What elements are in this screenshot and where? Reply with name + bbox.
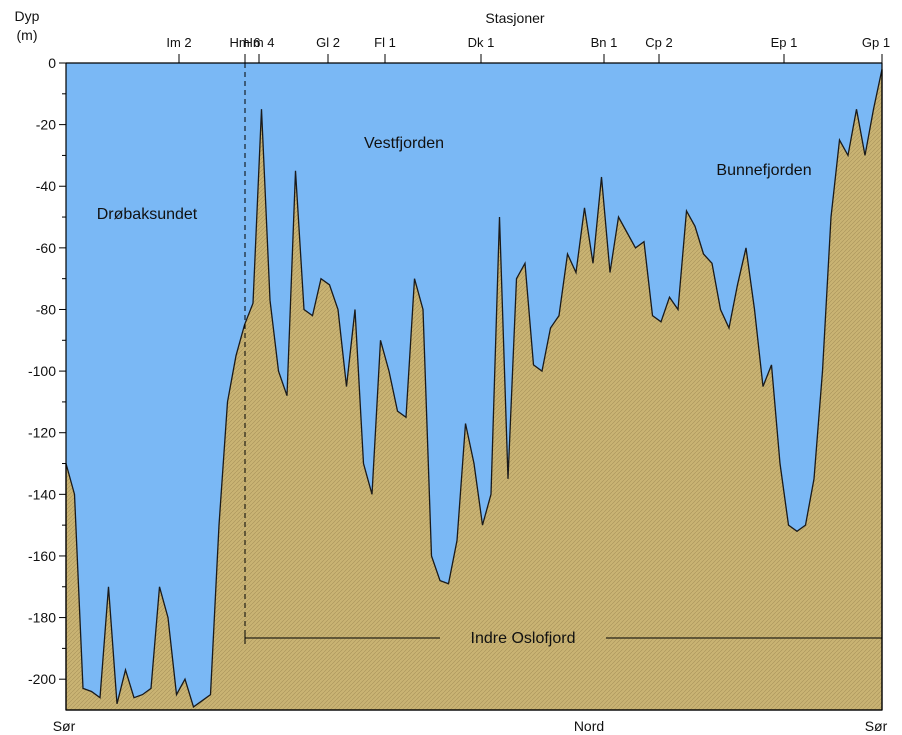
y-tick-label: -60: [36, 240, 56, 256]
y-tick-label: -100: [28, 363, 56, 379]
y-tick-label: -40: [36, 178, 56, 194]
station-label: Dk 1: [468, 35, 495, 50]
y-tick-label: -20: [36, 117, 56, 133]
y-tick-label: -160: [28, 548, 56, 564]
section-label: Indre Oslofjord: [471, 630, 576, 647]
bottom-label-left: Sør: [53, 718, 76, 734]
station-label: Gl 2: [316, 35, 340, 50]
y-tick-label: -200: [28, 671, 56, 687]
y-tick-label: -120: [28, 425, 56, 441]
y-tick-label: 0: [48, 55, 56, 71]
station-label: Bn 1: [591, 35, 618, 50]
y-axis-title-line2: (m): [17, 27, 38, 43]
y-tick-label: -180: [28, 610, 56, 626]
region-label-bunnefjorden: Bunnefjorden: [716, 162, 811, 179]
station-label: Gp 1: [862, 35, 890, 50]
station-label: Ep 1: [771, 35, 798, 50]
y-tick-label: -140: [28, 486, 56, 502]
y-axis-title-line1: Dyp: [15, 8, 40, 24]
top-axis-title: Stasjoner: [485, 10, 544, 26]
station-label: Hm 6: [229, 35, 260, 50]
y-tick-label: -80: [36, 301, 56, 317]
bottom-label-center: Nord: [574, 718, 604, 734]
region-label-vestfjorden: Vestfjorden: [364, 135, 444, 152]
bottom-label-right: Sør: [865, 718, 888, 734]
station-label: Im 2: [166, 35, 191, 50]
station-label: Cp 2: [645, 35, 672, 50]
station-label: Fl 1: [374, 35, 396, 50]
station-label: Hm 4: [243, 35, 274, 50]
region-label-drobaksundet: Drøbaksundet: [97, 206, 198, 223]
seabed-profile: [65, 69, 883, 711]
